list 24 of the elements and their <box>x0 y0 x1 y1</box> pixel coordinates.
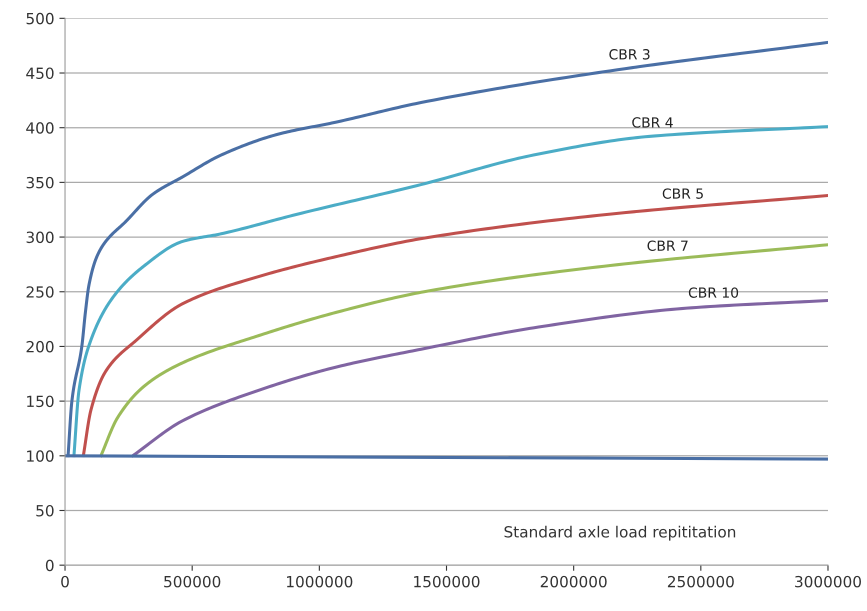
series-label: CBR 4 <box>632 117 673 128</box>
y-tick-label: 250 <box>26 286 54 298</box>
x-tick-label: 2500000 <box>668 576 734 588</box>
x-tick-label: 2000000 <box>540 576 607 588</box>
y-tick-label: 400 <box>26 122 54 134</box>
x-tick-label: 1500000 <box>414 576 480 588</box>
y-tick-label: 0 <box>46 560 54 572</box>
y-tick-label: 450 <box>26 67 54 80</box>
series-label: CBR 5 <box>662 188 703 199</box>
y-tick-label: 300 <box>26 232 54 244</box>
y-tick-label: 100 <box>27 450 54 462</box>
x-tick-label: 0 <box>61 576 69 588</box>
y-tick-label: 50 <box>36 504 54 517</box>
x-axis-title: Standard axle load repititation <box>504 526 736 541</box>
x-tick-label: 1000000 <box>287 576 352 588</box>
y-tick-label: 200 <box>26 340 54 352</box>
series-label: CBR 7 <box>647 240 688 251</box>
y-tick-label: 350 <box>26 176 54 188</box>
x-tick-label: 3000000 <box>795 576 861 588</box>
x-tick-label: 500000 <box>164 576 220 588</box>
series-label: CBR 3 <box>609 49 650 60</box>
y-tick-label: 500 <box>26 12 54 24</box>
y-tick-label: 150 <box>27 396 54 408</box>
series-label: CBR 10 <box>688 287 738 298</box>
